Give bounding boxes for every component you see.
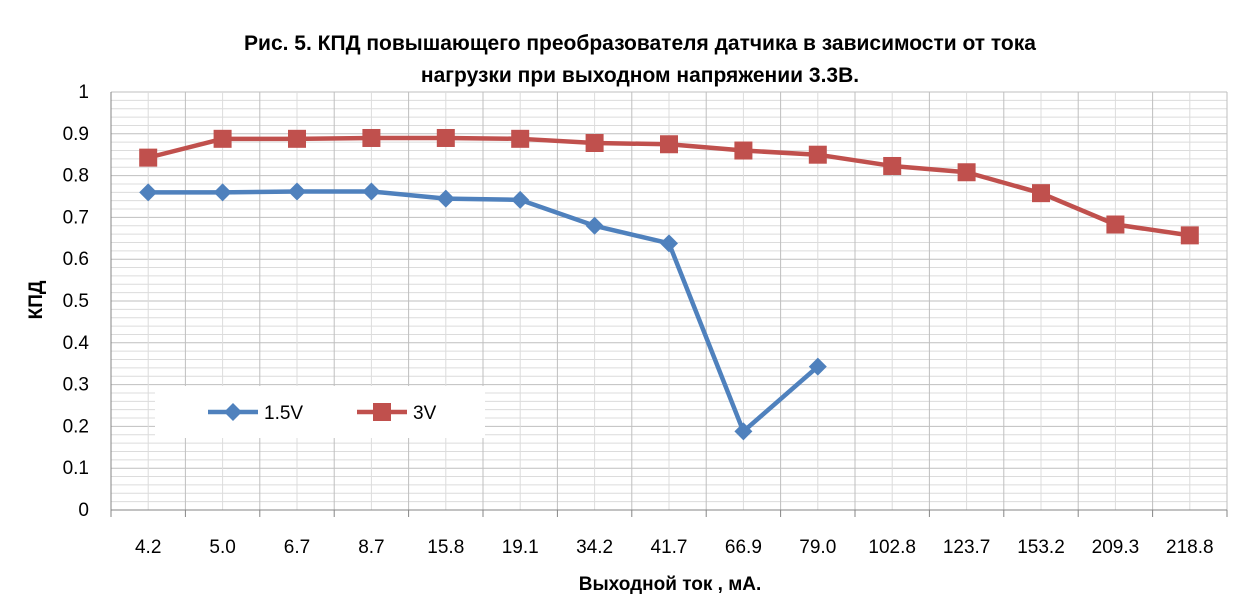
chart-title-line-1: Рис. 5. КПД повышающего преобразователя … — [244, 32, 1036, 55]
legend: 1.5V 3V — [155, 386, 485, 438]
grid — [110, 91, 1228, 511]
data-point-3v — [362, 128, 381, 147]
data-point-1-5v — [213, 183, 232, 202]
x-tick-label: 41.7 — [651, 537, 688, 558]
data-point-1-5v — [288, 182, 306, 201]
data-point-1-5v — [139, 183, 158, 202]
x-tick-label: 209.3 — [1092, 537, 1140, 558]
data-point-3v — [1032, 184, 1050, 203]
data-point-1-5v — [808, 357, 827, 376]
x-tick-label: 8.7 — [358, 537, 384, 558]
data-point-1-5v — [660, 234, 678, 253]
x-tick-label: 102.8 — [868, 537, 916, 558]
x-tick-label: 123.7 — [943, 537, 991, 558]
x-tick-label: 153.2 — [1017, 537, 1065, 558]
data-point-3v — [213, 129, 232, 148]
y-axis-ticks: 0 0.1 0.2 0.3 0.4 0.5 0.6 0.7 0.8 0.9 1 — [63, 82, 90, 521]
y-tick-label: 0.9 — [63, 124, 89, 145]
y-tick-label: 0.5 — [63, 291, 89, 312]
y-tick-label: 0 — [78, 500, 89, 521]
y-tick-label: 0.2 — [63, 416, 89, 437]
series-3v — [139, 128, 1199, 245]
x-tick-label: 66.9 — [725, 537, 762, 558]
x-tick-label: 79.0 — [799, 537, 836, 558]
data-point-1-5v — [734, 422, 753, 441]
x-tick-label: 4.2 — [135, 537, 161, 558]
data-point-1-5v — [585, 216, 604, 235]
axes — [110, 92, 1228, 517]
data-point-3v — [660, 135, 678, 154]
y-tick-label: 0.1 — [63, 458, 89, 479]
y-tick-label: 0.4 — [63, 333, 90, 354]
y-axis-label: КПД — [26, 280, 47, 319]
data-point-3v — [957, 163, 976, 182]
data-point-3v — [1106, 215, 1125, 234]
x-tick-label: 19.1 — [502, 537, 539, 558]
legend-label-1-5v: 1.5V — [264, 403, 303, 424]
x-axis-label: Выходной ток , мА. — [579, 574, 762, 595]
data-point-3v — [288, 129, 306, 148]
series-line-1-5v — [148, 189, 820, 434]
x-axis-ticks: 4.2 5.0 6.7 8.7 15.8 19.1 34.2 41.7 66.9 79.0 102.… — [135, 537, 1214, 558]
data-point-3v — [734, 141, 753, 160]
data-point-1-5v — [511, 190, 530, 209]
data-point-3v — [1180, 226, 1199, 245]
series-group — [139, 128, 1199, 441]
y-tick-label: 0.7 — [63, 207, 89, 228]
chart-title: Рис. 5. КПД повышающего преобразователя … — [244, 32, 1036, 87]
x-tick-label: 218.8 — [1166, 537, 1214, 558]
x-tick-label: 6.7 — [284, 537, 310, 558]
data-point-3v — [585, 133, 604, 152]
data-point-3v — [139, 148, 158, 167]
data-point-3v — [808, 145, 827, 164]
legend-label-3v: 3V — [413, 403, 437, 424]
data-point-3v — [511, 129, 530, 148]
y-tick-label: 1 — [78, 82, 89, 103]
legend-marker-1-5v — [224, 403, 242, 421]
data-point-1-5v — [436, 189, 455, 208]
data-point-3v — [883, 156, 902, 175]
y-tick-label: 0.8 — [63, 166, 89, 187]
data-point-1-5v — [362, 182, 381, 201]
x-tick-label: 34.2 — [576, 537, 613, 558]
series-1-5v — [139, 182, 827, 441]
x-tick-label: 5.0 — [209, 537, 235, 558]
y-tick-label: 0.6 — [63, 249, 89, 270]
data-point-3v — [436, 128, 455, 147]
chart-title-line-2: нагрузки при выходном напряжении 3.3В. — [421, 64, 859, 87]
y-tick-label: 0.3 — [63, 375, 89, 396]
x-tick-label: 15.8 — [427, 537, 464, 558]
legend-marker-3v — [373, 403, 391, 421]
